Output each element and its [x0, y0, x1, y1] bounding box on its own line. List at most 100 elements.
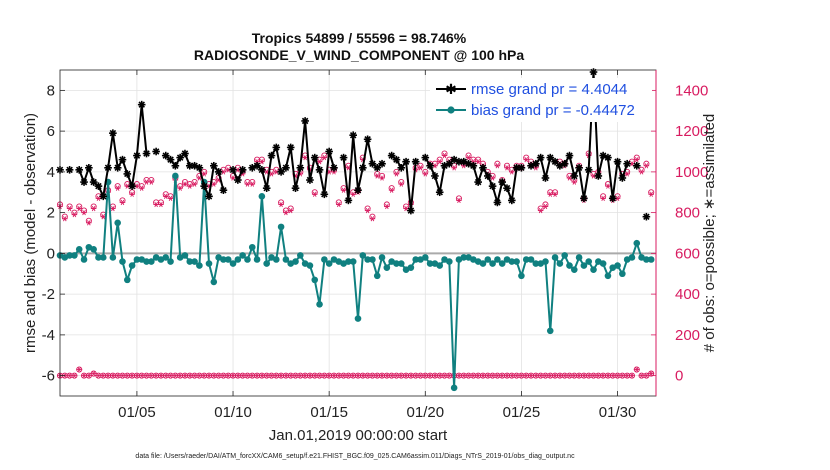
rmse-point: [354, 186, 362, 195]
obs-assimilated-stroke: [394, 372, 399, 379]
obs-assimilated-point: [624, 171, 630, 177]
obs-assimilated-point: [162, 193, 169, 199]
rmse-point: [80, 178, 88, 186]
bias-point: [186, 258, 194, 265]
obs-assimilated-stroke: [231, 372, 235, 379]
obs-assimilated-stroke: [519, 372, 524, 379]
obs-assimilated-point: [345, 372, 352, 379]
obs-assimilated-point: [470, 372, 477, 379]
rmse-point: [344, 196, 353, 205]
obs-assimilated-stroke: [327, 169, 331, 175]
rmse-point: [339, 153, 348, 162]
obs-assimilated-point: [81, 372, 87, 379]
rmse-point: [128, 182, 136, 190]
rmse-point: [258, 166, 266, 174]
obs-assimilated-stroke: [144, 372, 149, 379]
y-right-tick-label: 1200: [675, 123, 708, 140]
obs-assimilated-stroke: [202, 171, 206, 177]
obs-assimilated-point: [167, 195, 174, 202]
rmse-point-stroke: [196, 164, 203, 172]
bias-point: [133, 256, 141, 263]
obs-assimilated-stroke: [591, 173, 596, 179]
obs-assimilated-stroke: [452, 165, 456, 171]
bias-point: [522, 256, 530, 263]
obs-assimilated-point: [172, 372, 179, 379]
obs-assimilated-point: [211, 181, 217, 187]
obs-assimilated-point: [456, 197, 462, 204]
bias-point: [604, 272, 612, 280]
obs-assimilated-point: [138, 185, 145, 191]
rmse-point-stroke: [349, 131, 357, 139]
bias-point: [446, 258, 453, 265]
obs-assimilated-point: [643, 372, 650, 379]
bias-point: [75, 246, 83, 253]
obs-assimilated-stroke: [135, 372, 139, 379]
obs-assimilated-stroke: [447, 372, 452, 379]
rmse-point: [411, 157, 420, 166]
obs-assimilated-point: [465, 372, 472, 379]
obs-assimilated-stroke: [620, 372, 625, 379]
obs-assimilated-stroke: [466, 154, 471, 161]
obs-assimilated-point: [537, 207, 544, 214]
obs-assimilated-point: [619, 372, 626, 379]
obs-assimilated-point: [581, 372, 587, 379]
obs-assimilated-stroke: [543, 203, 548, 210]
rmse-point: [306, 176, 314, 184]
bias-point: [205, 260, 213, 267]
obs-assimilated-stroke: [399, 372, 404, 379]
obs-assimilated-point: [186, 183, 193, 189]
obs-assimilated-stroke: [197, 372, 202, 379]
rmse-point-stroke: [186, 162, 194, 170]
obs-assimilated-point: [542, 372, 549, 379]
obs-assimilated-stroke: [625, 171, 629, 177]
obs-assimilated-point: [119, 372, 126, 379]
obs-assimilated-stroke: [582, 372, 586, 379]
rmse-point-stroke: [513, 164, 520, 172]
obs-assimilated-stroke: [567, 372, 572, 379]
y-left-tick-label: 6: [47, 123, 55, 140]
obs-assimilated-point: [316, 372, 323, 379]
rmse-point-stroke: [378, 160, 386, 167]
rmse-point: [613, 157, 622, 166]
rmse-point-stroke: [292, 184, 299, 192]
obs-assimilated-stroke: [149, 372, 154, 379]
y-left-tick-label: -6: [42, 368, 55, 385]
rmse-point: [532, 159, 540, 168]
obs-assimilated-stroke: [130, 372, 134, 379]
obs-assimilated-stroke: [346, 372, 351, 379]
rmse-point: [94, 182, 103, 190]
bias-point: [349, 258, 357, 265]
obs-assimilated-stroke: [553, 191, 557, 197]
obs-assimilated-point: [340, 187, 347, 193]
rmse-point: [402, 157, 410, 166]
chart-title-line1: Tropics 54899 / 55596 = 98.746%: [252, 30, 467, 46]
bias-point: [234, 256, 242, 263]
rmse-point: [238, 166, 247, 174]
obs-assimilated-stroke: [67, 205, 72, 212]
obs-assimilated-point: [600, 195, 606, 202]
obs-assimilated-stroke: [562, 372, 567, 379]
obs-assimilated-point: [148, 372, 155, 379]
obs-assimilated-stroke: [558, 372, 562, 379]
rmse-point: [330, 164, 338, 172]
rmse-point: [152, 147, 160, 156]
obs-assimilated-stroke: [240, 171, 245, 177]
obs-assimilated-stroke: [649, 370, 653, 377]
obs-assimilated-point: [158, 201, 164, 208]
bias-point: [436, 262, 444, 269]
bias-point: [378, 254, 386, 261]
bias-point: [272, 256, 280, 263]
bias-point: [643, 256, 650, 263]
obs-assimilated-stroke: [216, 372, 221, 379]
obs-assimilated-stroke: [183, 181, 187, 187]
obs-assimilated-stroke: [610, 372, 615, 379]
obs-assimilated-point: [475, 159, 481, 165]
obs-assimilated-point: [609, 372, 616, 379]
obs-assimilated-point: [417, 372, 424, 379]
obs-assimilated-point: [71, 212, 78, 218]
obs-assimilated-stroke: [149, 179, 154, 185]
obs-assimilated-stroke: [288, 207, 293, 214]
bias-point: [527, 256, 535, 263]
obs-assimilated-stroke: [639, 372, 644, 379]
obs-assimilated-point: [499, 372, 505, 379]
